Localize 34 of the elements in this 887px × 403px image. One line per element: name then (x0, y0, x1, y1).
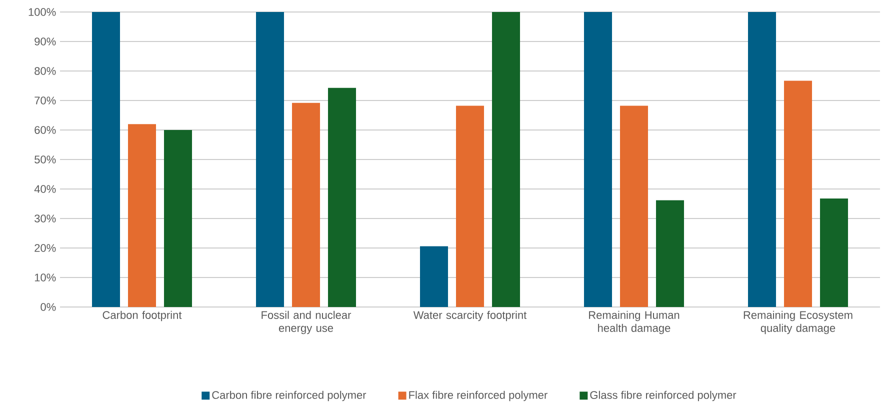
bar (164, 130, 192, 307)
y-tick-label: 10% (34, 274, 56, 282)
bar (328, 88, 356, 307)
x-tick-label: Remaining Ecosystem quality damage (744, 310, 852, 334)
bar (784, 80, 812, 307)
y-tick-label: 70% (34, 96, 56, 104)
bar (656, 200, 684, 307)
y-tick-label: 90% (34, 38, 56, 46)
y-tick-label: 60% (34, 126, 56, 134)
y-tick-label: 20% (34, 244, 56, 252)
bar (456, 106, 484, 307)
y-tick-label: 50% (34, 156, 56, 164)
y-tick-label: 40% (34, 185, 56, 193)
x-tick-label: Fossil and nuclear energy use (262, 310, 352, 334)
bar (92, 12, 120, 307)
legend-label: Flax fibre reinforced polymer (409, 390, 548, 402)
bar (420, 246, 448, 307)
bar (128, 124, 156, 307)
y-tick-label: 80% (34, 67, 56, 75)
bar (820, 198, 848, 307)
x-tick-label: Carbon footprint (102, 310, 182, 322)
bar (584, 12, 612, 307)
x-tick-label: Water scarcity footprint (413, 310, 527, 322)
y-tick-label: 30% (34, 214, 56, 222)
y-tick-label: 0% (40, 303, 56, 311)
x-tick-label: Remaining Human health damage (589, 310, 680, 334)
bar (492, 12, 520, 307)
bar (292, 102, 320, 307)
bar (256, 12, 284, 307)
bar (748, 12, 776, 307)
y-tick-label: 100% (28, 8, 56, 16)
legend-label: Carbon fibre reinforced polymer (212, 390, 366, 402)
legend-label: Glass fibre reinforced polymer (590, 390, 736, 402)
bar (620, 106, 648, 307)
